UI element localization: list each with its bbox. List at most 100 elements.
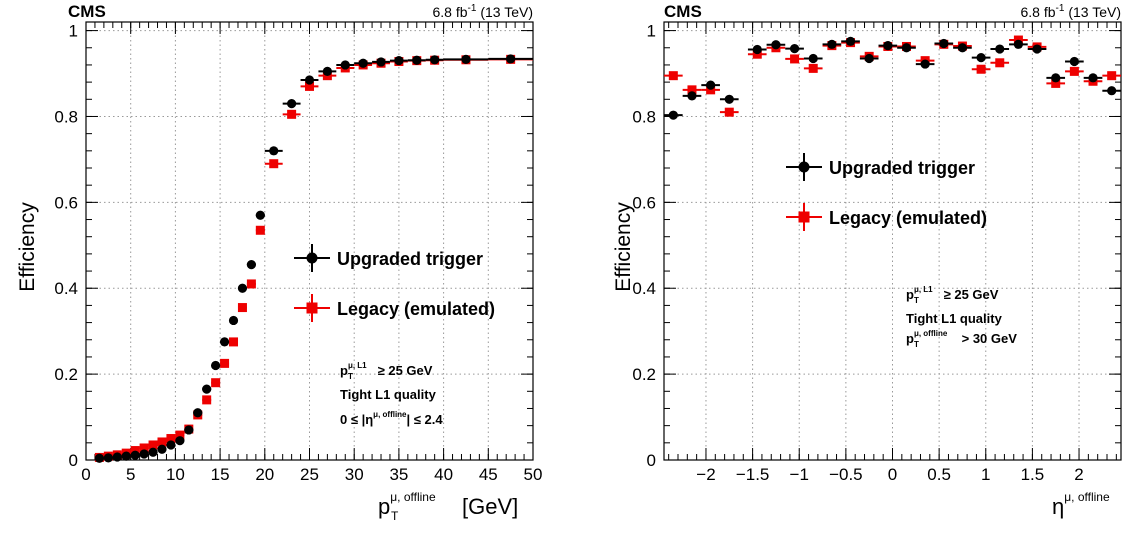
x-tick-label: 5 (126, 465, 135, 484)
data-point (148, 440, 158, 450)
data-point (1013, 39, 1024, 49)
data-point (976, 64, 986, 74)
annotation-line-1: pμ, L1 T ≥ 25 GeV (906, 285, 999, 305)
plot-area: 0 5 10 15 20 25 30 35 40 45 50 0 0.2 0.4 0.6 0.8 1 (54, 21, 543, 484)
x-tick-label: 20 (255, 465, 274, 484)
data-point (687, 91, 697, 101)
selection-annotation: pμ, L1 T ≥ 25 GeV Tight L1 quality pμ, of… (906, 285, 1017, 349)
data-point (139, 443, 149, 453)
x-tick-label: 0.5 (927, 465, 951, 484)
data-point (412, 55, 422, 65)
data-point (237, 303, 247, 313)
data-point (237, 283, 248, 293)
data-point (901, 43, 912, 53)
y-tick-label: 0.4 (54, 279, 78, 298)
data-point (939, 38, 949, 49)
x-axis-title: pμ, offline T [GeV] (378, 490, 518, 523)
data-point (130, 446, 140, 456)
series-upgraded-trigger (664, 36, 1121, 120)
efficiency-vs-eta-panel: −2 −1.5 −1 −0.5 0 0.5 1 1.5 200.20.40.60.81 CMS … (612, 2, 1122, 519)
data-point (430, 55, 440, 65)
y-tick-label: 0 (647, 451, 656, 470)
data-point (1069, 56, 1079, 67)
x-tick-label: 50 (524, 465, 543, 484)
data-point (202, 395, 212, 405)
x-tick-label: 10 (166, 465, 185, 484)
data-point (752, 49, 762, 59)
lumi-label: 6.8 fb-1 (13 TeV) (1021, 3, 1122, 20)
data-point (883, 41, 893, 51)
data-point (255, 225, 265, 235)
data-point (340, 60, 350, 70)
y-tick-label: 0.4 (632, 279, 656, 298)
data-point (706, 85, 716, 95)
data-point (220, 358, 230, 368)
data-point (1051, 73, 1061, 83)
legend-label-legacy: Legacy (emulated) (829, 208, 987, 228)
legend-marker-legacy (786, 203, 822, 231)
series-upgraded-trigger (94, 54, 533, 463)
data-point (995, 44, 1005, 54)
y-axis-title: Efficiency (16, 202, 39, 292)
data-point (1088, 73, 1098, 83)
annotation-line-3: pμ, offline T > 30 GeV (906, 329, 1017, 349)
y-tick-label: 1 (647, 22, 656, 41)
cms-label: CMS (68, 2, 106, 21)
data-point (246, 279, 256, 289)
data-point (112, 452, 122, 462)
x-tick-label: 45 (479, 465, 498, 484)
data-point (808, 53, 818, 64)
data-point (229, 337, 239, 347)
x-tick-label: 0 (888, 465, 897, 484)
plot-area: −2 −1.5 −1 −0.5 0 0.5 1 1.5 2 0 0.2 0.4 0.6 0.8 1 (632, 21, 1122, 484)
y-tick-label: 0.6 (54, 193, 78, 212)
data-point (246, 260, 256, 270)
data-point (255, 210, 265, 220)
data-point (211, 360, 221, 371)
cms-label: CMS (664, 2, 702, 21)
data-point (864, 53, 874, 64)
data-point (175, 430, 185, 440)
data-point (668, 71, 678, 81)
data-point (1051, 78, 1061, 88)
data-point (211, 378, 221, 388)
data-point (193, 408, 203, 418)
data-point (1032, 44, 1042, 54)
data-point (166, 434, 176, 444)
data-point (166, 440, 176, 450)
data-point (789, 44, 800, 54)
data-point (121, 451, 131, 461)
legend: Upgraded trigger Legacy (emulated) (786, 153, 987, 231)
data-point (827, 39, 837, 49)
data-point (94, 453, 105, 463)
data-point (358, 58, 368, 68)
data-point (808, 63, 818, 73)
data-point (752, 44, 762, 55)
legend-marker-upgraded (294, 244, 330, 272)
x-tick-label: 2 (1074, 465, 1083, 484)
data-point (790, 54, 800, 64)
data-point (287, 98, 297, 109)
x-tick-label: −0.5 (829, 465, 863, 484)
annotation-line-2: Tight L1 quality (906, 311, 1003, 326)
data-point (687, 85, 697, 95)
x-tick-label: 30 (345, 465, 364, 484)
y-tick-label: 0.6 (632, 193, 656, 212)
data-point (322, 66, 332, 76)
legend-marker-legacy (294, 294, 330, 322)
legend-label-legacy: Legacy (emulated) (337, 299, 495, 319)
lumi-label: 6.8 fb-1 (13 TeV) (433, 3, 534, 20)
x-tick-label: 15 (211, 465, 230, 484)
data-point (219, 337, 230, 347)
data-point (706, 80, 716, 90)
data-point (976, 53, 986, 63)
data-point (175, 436, 185, 446)
legend-label-upgraded: Upgraded trigger (337, 249, 483, 269)
data-point (287, 109, 297, 119)
annotation-line-1: pμ, L1 T ≥ 25 GeV (340, 361, 433, 381)
data-point (305, 81, 314, 91)
data-point (269, 159, 279, 169)
x-tick-label: −1.5 (736, 465, 770, 484)
data-point (461, 54, 471, 64)
